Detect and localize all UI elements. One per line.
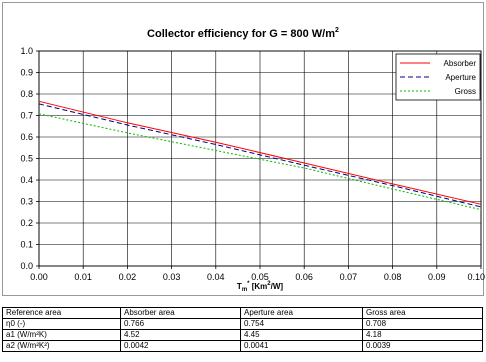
x-tick-label: 0.07 <box>340 272 358 282</box>
table-cell: 4.45 <box>240 329 363 341</box>
x-tick-label: 0.10 <box>467 272 485 282</box>
table-cell: 0.766 <box>120 318 241 330</box>
table-cell: 0.708 <box>362 318 483 330</box>
y-tick-label: 0.2 <box>20 218 33 228</box>
table-cell: 0.0042 <box>120 340 241 352</box>
chart-frame: Collector efficiency for G = 800 W/m2 0.… <box>2 2 485 296</box>
table-row: η0 (-) 0.766 0.754 0.708 <box>2 318 483 330</box>
y-tick-label: 0.8 <box>20 89 33 99</box>
parameter-table-body: Reference area Absorber area Aperture area… <box>2 307 483 352</box>
y-tick-label: 0.3 <box>20 197 33 207</box>
table-row: a2 (W/m²K²) 0.0042 0.0041 0.0039 <box>2 340 483 352</box>
table-cell: Gross area <box>362 307 483 319</box>
x-tick-label: 0.04 <box>207 272 225 282</box>
legend-label-aperture: Aperture <box>445 73 476 82</box>
table-cell: 0.0039 <box>362 340 483 352</box>
parameter-table: Reference area Absorber area Aperture area… <box>2 307 483 352</box>
table-cell: Aperture area <box>240 307 363 319</box>
table-header-row: Reference area Absorber area Aperture area… <box>2 307 483 319</box>
x-tick-label: 0.08 <box>384 272 402 282</box>
legend-label-absorber: Absorber <box>444 59 477 68</box>
series-line-aperture <box>38 103 482 208</box>
x-tick-label: 0.00 <box>30 272 48 282</box>
y-tick-label: 0.6 <box>20 132 33 142</box>
x-tick-label: 0.02 <box>119 272 137 282</box>
table-row: a1 (W/m²K) 4.52 4.45 4.18 <box>2 329 483 341</box>
x-axis-label: Tm* [Km2/W] <box>237 281 283 293</box>
y-tick-label: 0.9 <box>20 68 33 78</box>
x-tick-label: 0.05 <box>251 272 269 282</box>
y-tick-label: 0.7 <box>20 111 33 121</box>
table-cell: a2 (W/m²K²) <box>2 340 121 352</box>
table-cell: Absorber area <box>120 307 241 319</box>
efficiency-chart: Collector efficiency for G = 800 W/m2 0.… <box>20 27 485 293</box>
legend-label-gross: Gross <box>455 87 476 96</box>
series-line-gross <box>38 113 482 211</box>
table-cell: 0.0041 <box>240 340 363 352</box>
table-cell: a1 (W/m²K) <box>2 329 121 341</box>
table-cell: Reference area <box>2 307 121 319</box>
x-tick-label: 0.01 <box>74 272 92 282</box>
axes: 0.0 0.1 0.2 0.3 0.4 0.5 0.6 0.7 0.8 0.9 1.0 0.00 0.0… <box>20 46 485 282</box>
table-cell: η0 (-) <box>2 318 121 330</box>
x-tick-label: 0.06 <box>295 272 313 282</box>
table-cell: 0.754 <box>240 318 363 330</box>
y-tick-label: 0.0 <box>20 261 33 271</box>
series-lines <box>38 100 482 211</box>
chart-title: Collector efficiency for G = 800 W/m2 <box>147 27 339 40</box>
y-tick-label: 0.1 <box>20 240 33 250</box>
y-tick-label: 0.5 <box>20 154 33 164</box>
series-line-absorber <box>38 100 482 205</box>
table-cell: 4.52 <box>120 329 241 341</box>
x-tick-label: 0.09 <box>428 272 446 282</box>
x-tick-label: 0.03 <box>163 272 181 282</box>
table-cell: 4.18 <box>362 329 483 341</box>
legend: Absorber Aperture Gross <box>395 53 481 101</box>
y-tick-label: 0.4 <box>20 175 33 185</box>
plot-area-border <box>38 50 482 267</box>
y-tick-label: 1.0 <box>20 46 33 56</box>
